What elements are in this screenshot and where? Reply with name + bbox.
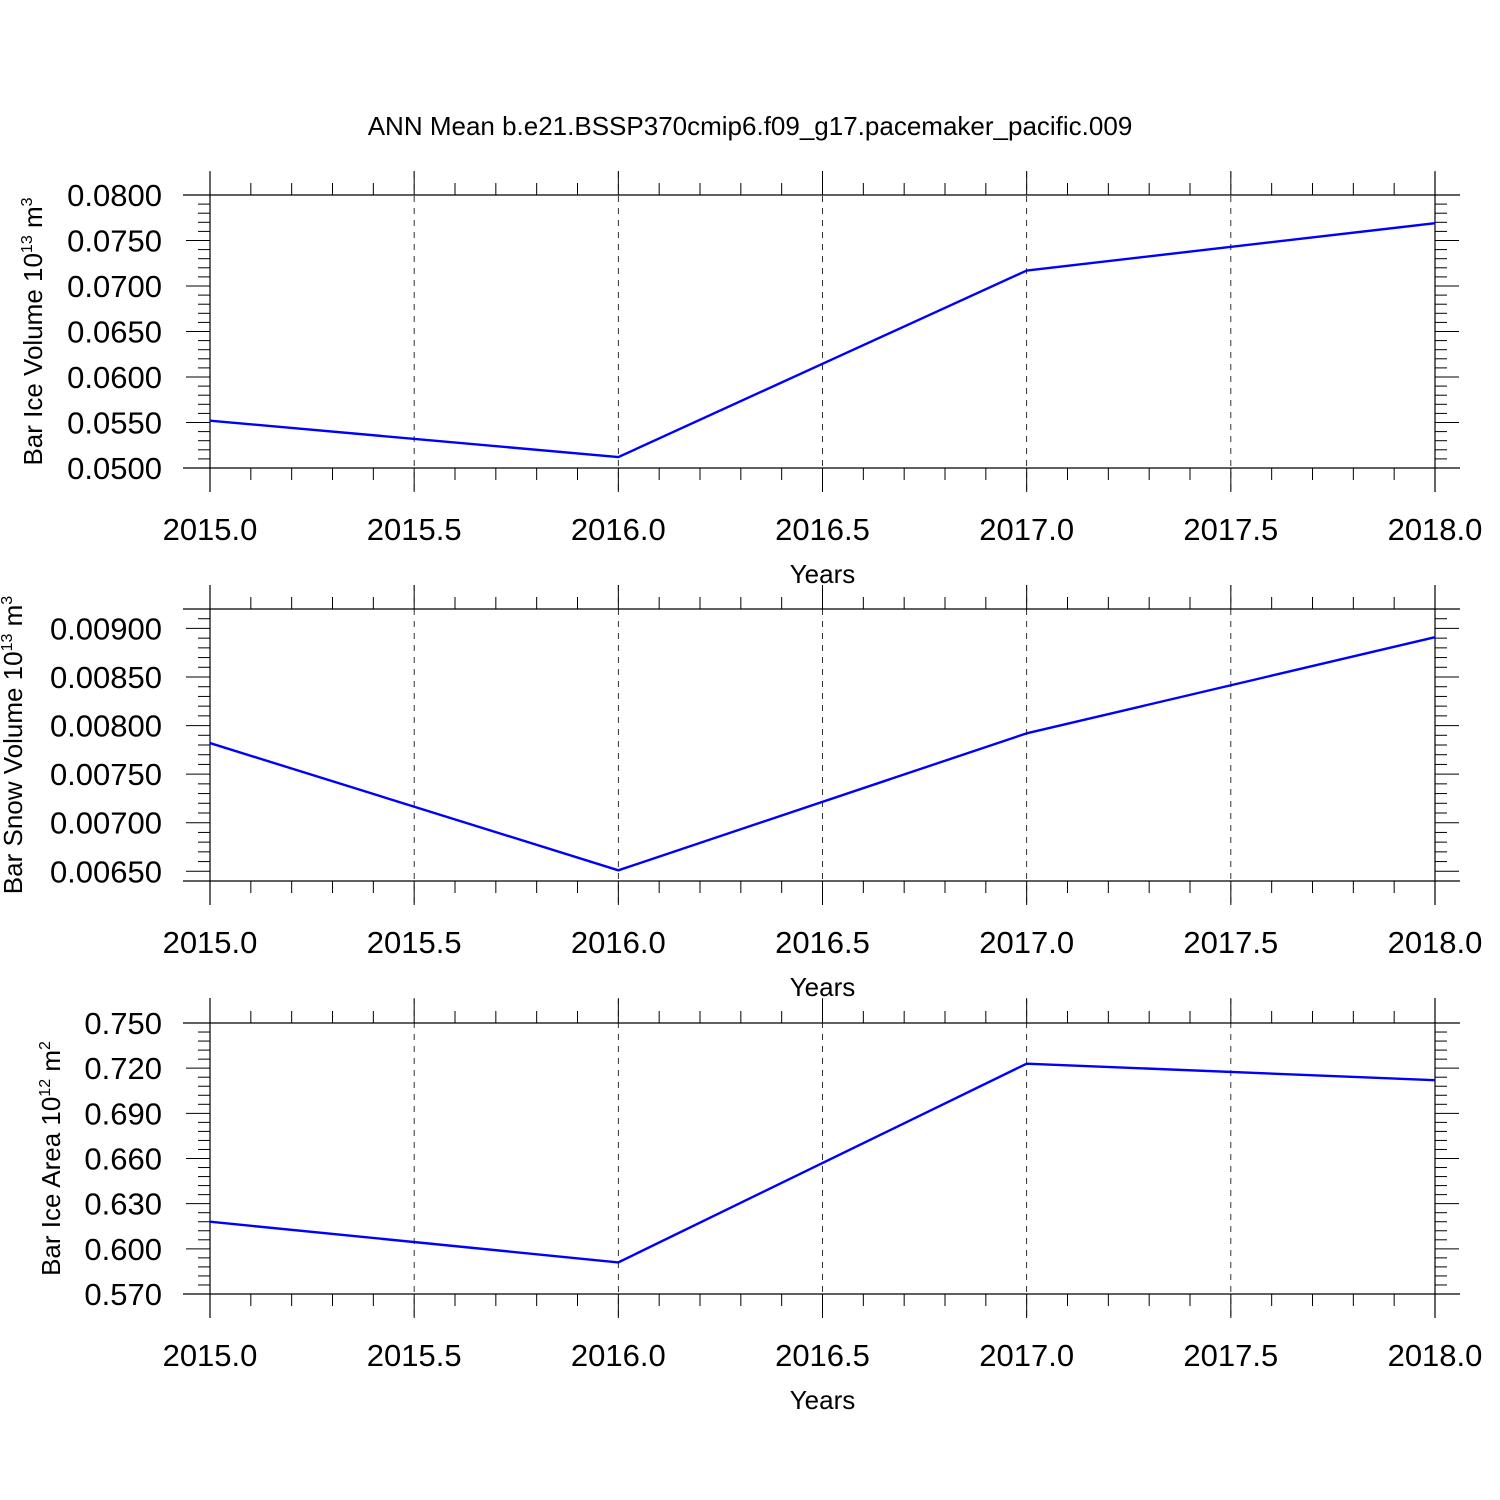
x-tick-label: 2016.5 (775, 1338, 870, 1373)
y-axis-title-text: m (36, 1050, 66, 1079)
y-tick-label: 0.690 (84, 1096, 162, 1131)
series-line (209, 222, 1436, 459)
x-tick-label: 2015.5 (367, 1338, 462, 1373)
y-tick-label: 0.0600 (67, 360, 162, 395)
y-tick-label: 0.0700 (67, 269, 162, 304)
x-tick-label: 2016.5 (775, 925, 870, 960)
x-tick-label: 2015.0 (163, 925, 258, 960)
x-tick-label: 2018.0 (1388, 1338, 1483, 1373)
y-tick-label: 0.0650 (67, 315, 162, 350)
y-tick-label: 0.750 (84, 1006, 162, 1041)
y-tick-label: 0.0550 (67, 406, 162, 441)
y-tick-label: 0.720 (84, 1051, 162, 1086)
x-tick-label: 2016.0 (571, 925, 666, 960)
panels: 2015.0 2015.5 2016.0 2016.5 2017.0 2017.5 2018… (0, 171, 1482, 1415)
x-tick-label: 2017.0 (979, 512, 1074, 547)
x-tick-label: 2017.5 (1183, 1338, 1278, 1373)
y-tick-label: 0.0800 (67, 178, 162, 213)
x-tick-label: 2015.0 (163, 1338, 258, 1373)
x-tick-label: 2018.0 (1388, 512, 1483, 547)
y-axis-title-superscript: 13 (19, 235, 36, 253)
y-axis-title-superscript: 12 (37, 1079, 54, 1097)
x-tick-label: 2015.5 (367, 925, 462, 960)
series-line (209, 1062, 1436, 1264)
x-tick-label: 2015.5 (367, 512, 462, 547)
y-tick-label: 0.00800 (50, 709, 162, 744)
y-tick-label: 0.00850 (50, 660, 162, 695)
y-axis-title-text: m (0, 605, 28, 634)
y-tick-label: 0.570 (84, 1277, 162, 1312)
x-tick-label: 2017.0 (979, 1338, 1074, 1373)
x-tick-label: 2015.0 (163, 512, 258, 547)
y-axis-title: Bar Snow Volume 1013 m3 (0, 596, 28, 895)
series-line (209, 636, 1436, 872)
panel-2: 2015.0 2015.5 2016.0 2016.5 2017.0 2017.5 2018… (0, 585, 1482, 1002)
y-axis-title-superscript: 13 (0, 633, 16, 651)
y-tick-label: 0.600 (84, 1232, 162, 1267)
x-tick-label: 2018.0 (1388, 925, 1483, 960)
panel-3: 2015.0 2015.5 2016.0 2016.5 2017.0 2017.5 2018… (36, 998, 1482, 1415)
y-tick-label: 0.0500 (67, 451, 162, 486)
x-tick-label: 2017.5 (1183, 512, 1278, 547)
x-tick-label: 2016.0 (571, 1338, 666, 1373)
x-tick-label: 2017.5 (1183, 925, 1278, 960)
y-axis-title-superscript: 3 (19, 197, 36, 206)
x-tick-label: 2016.0 (571, 512, 666, 547)
y-axis-title-text: m (18, 206, 48, 235)
y-axis-title: Bar Ice Area 1012 m2 (36, 1041, 66, 1276)
y-axis-title-text: Bar Ice Area 10 (36, 1097, 66, 1276)
x-axis-title: Years (790, 559, 856, 589)
y-tick-label: 0.00700 (50, 806, 162, 841)
x-axis-title: Years (790, 972, 856, 1002)
x-axis-title: Years (790, 1385, 856, 1415)
y-axis-title-text: Bar Ice Volume 10 (18, 253, 48, 465)
y-tick-label: 0.660 (84, 1142, 162, 1177)
y-axis-title-text: Bar Snow Volume 10 (0, 651, 28, 894)
y-axis-title-superscript: 3 (0, 596, 16, 605)
y-tick-label: 0.00750 (50, 757, 162, 792)
y-tick-label: 0.0750 (67, 224, 162, 259)
y-tick-label: 0.00650 (50, 854, 162, 889)
panel-1: 2015.0 2015.5 2016.0 2016.5 2017.0 2017.5 2018… (18, 171, 1482, 589)
figure-title: ANN Mean b.e21.BSSP370cmip6.f09_g17.pace… (368, 111, 1133, 141)
y-axis-title-superscript: 2 (37, 1041, 54, 1050)
x-tick-label: 2017.0 (979, 925, 1074, 960)
y-tick-label: 0.630 (84, 1187, 162, 1222)
x-tick-label: 2016.5 (775, 512, 870, 547)
y-tick-label: 0.00900 (50, 611, 162, 646)
y-axis-title: Bar Ice Volume 1013 m3 (18, 197, 48, 465)
